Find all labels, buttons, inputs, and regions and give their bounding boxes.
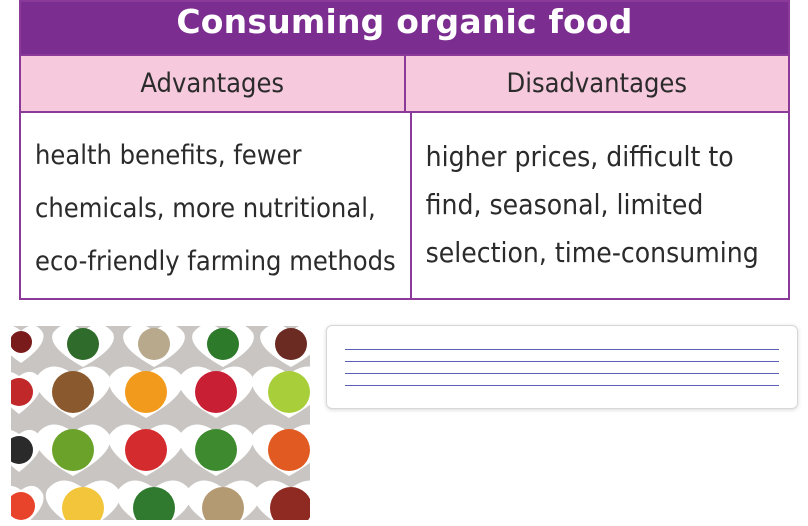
table-title: Consuming organic food (21, 2, 788, 54)
disadvantages-line: higher prices, difficult to (425, 140, 734, 173)
answer-box[interactable] (326, 325, 798, 409)
organic-food-table: Consuming organic food Advantages Disadv… (19, 0, 790, 300)
healthy-food-photo (11, 326, 310, 520)
disadvantages-line: selection, time-consuming (425, 236, 759, 269)
advantages-line: eco-friendly farming methods (35, 246, 396, 277)
writing-line (345, 373, 779, 374)
writing-line (345, 385, 779, 386)
writing-line (345, 361, 779, 362)
advantages-line: chemicals, more nutritional, (35, 193, 376, 224)
table-header-row: Advantages Disadvantages (21, 54, 788, 113)
header-advantages: Advantages (140, 68, 285, 99)
food-bowls-illustration (11, 326, 310, 520)
disadvantages-cell: higher prices, difficult to find, season… (409, 113, 788, 300)
table-body-row: health benefits, fewer chemicals, more n… (21, 113, 788, 300)
disadvantages-line: find, seasonal, limited (425, 188, 704, 221)
advantages-cell: health benefits, fewer chemicals, more n… (21, 113, 410, 300)
header-disadvantages: Disadvantages (403, 56, 789, 111)
advantages-line: health benefits, fewer (35, 140, 302, 171)
writing-line (345, 349, 779, 350)
